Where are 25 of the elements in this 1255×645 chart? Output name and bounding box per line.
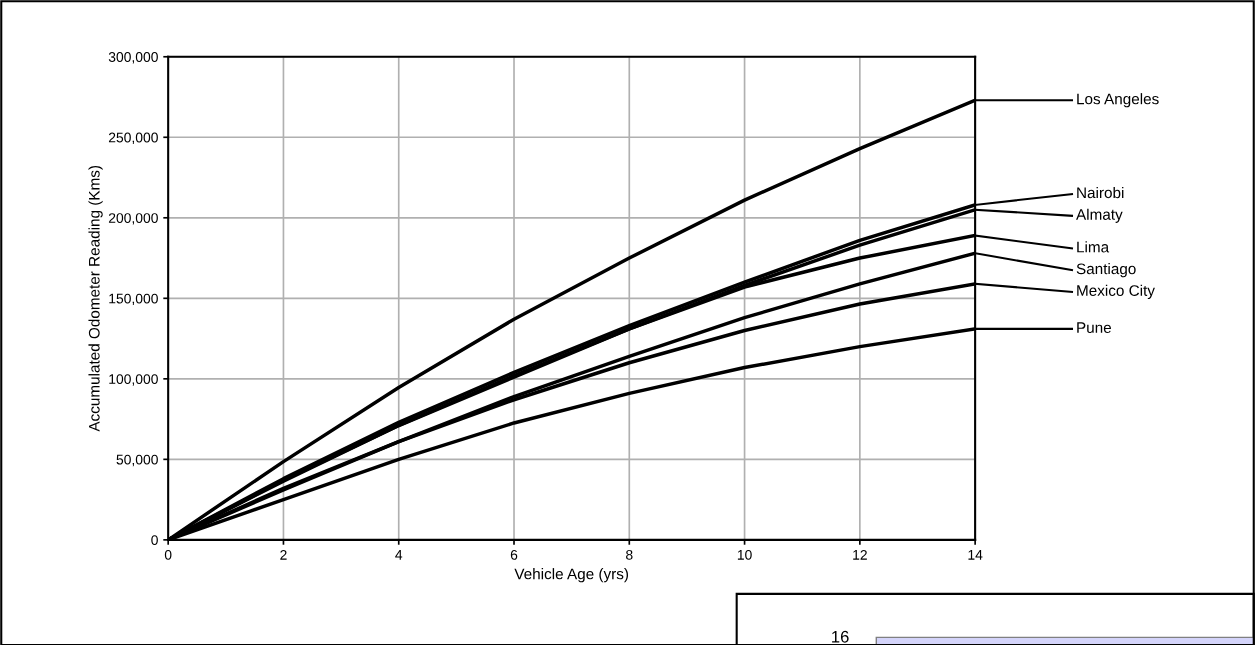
y-tick-label: 300,000 [108,52,158,64]
text: Santiago [1076,263,1136,278]
x-tick-label: 8 [626,549,633,560]
y-tick-label: 250,000 [108,132,158,145]
text: Pune [1077,322,1112,334]
y-tick-label: 150,000 [109,293,158,306]
y-tick-label: 200,000 [108,213,158,225]
x-tick-label: 2 [280,549,287,560]
x-tick-label: 10 [737,549,752,560]
text: Lima [1077,241,1110,253]
y-axis-title: Accumulated Odometer Reading (Kms) [88,165,103,432]
y-tick-label: 50,000 [116,454,158,467]
text: Los Angeles [1077,93,1159,108]
x-tick-label: 0 [164,549,172,560]
x-tick-label: 14 [968,550,983,560]
x-tick-label: 6 [510,549,518,560]
x-tick-label: 4 [395,550,403,560]
y-tick-label: 0 [151,535,158,546]
x-tick-label: 12 [853,549,867,560]
text: Almaty [1076,208,1123,223]
y-tick-label: 100,000 [109,374,158,386]
text: Nairobi [1077,186,1124,199]
text: 16 [832,630,849,643]
x-axis-title: Vehicle Age (yrs) [514,568,629,583]
text: Mexico City [1077,284,1155,299]
